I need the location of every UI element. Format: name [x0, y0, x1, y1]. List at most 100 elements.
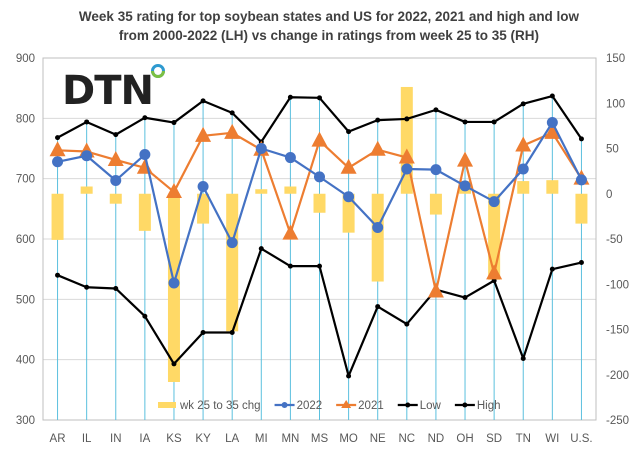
point-2021-MS [311, 131, 328, 147]
point-high-NE [375, 117, 381, 123]
right-tick-label: -150 [606, 325, 629, 337]
point-2022-ND [430, 164, 442, 176]
right-axis: -250 -200 -150 -100 -50 0 50 100 150 [606, 53, 629, 427]
point-low-MO [346, 373, 352, 379]
legend-item-wk-25-to-35-chg: wk 25 to 35 chg [158, 400, 261, 412]
point-2022-MO [343, 191, 355, 203]
point-low-AR [55, 272, 61, 278]
point-2022-LA [226, 237, 238, 249]
point-high-IL [84, 119, 90, 125]
right-tick-label: 150 [606, 53, 625, 65]
point-high-KS [171, 120, 177, 126]
point-high-WI [549, 93, 555, 99]
point-low-TN [520, 355, 526, 361]
point-low-IN [113, 285, 119, 291]
point-2021-IN [107, 150, 124, 166]
x-tick-label: IA [139, 433, 150, 445]
point-2021-SD [486, 264, 503, 280]
bar-KY [197, 193, 210, 224]
x-tick-label: LA [225, 433, 239, 445]
bar-AR [51, 193, 64, 240]
chart-title-line-2: from 2000-2022 (LH) vs change in ratings… [119, 28, 539, 43]
point-low-OH [462, 295, 468, 301]
left-tick-label: 500 [16, 294, 35, 306]
point-2022-MI [255, 143, 267, 154]
point-2022-OH [459, 180, 471, 192]
bar-MN [284, 186, 297, 194]
point-2022-NE [372, 222, 384, 234]
x-tick-label: MN [281, 433, 299, 445]
left-tick-label: 800 [16, 113, 35, 125]
x-tick-label: AR [50, 433, 66, 445]
bar-ND [429, 193, 442, 215]
x-tick-label: MO [339, 433, 358, 445]
x-tick-label: NE [370, 433, 386, 445]
legend-swatch [158, 402, 176, 408]
point-low-MN [287, 263, 293, 269]
x-tick-label: IL [82, 433, 92, 445]
x-tick-label: SD [486, 433, 502, 445]
right-tick-label: -250 [606, 415, 629, 427]
point-low-NE [375, 304, 381, 310]
point-2022-NC [401, 163, 413, 175]
x-axis: AR IL IN IA KS KY LA MI MN MS MO NE NC ND OH SD TN WI U.S. [50, 433, 593, 445]
point-low-IA [142, 313, 148, 319]
right-tick-label: -200 [606, 370, 629, 382]
point-2021-NC [398, 148, 415, 164]
bar-U.S. [575, 193, 588, 224]
point-high-LA [229, 110, 235, 116]
point-2022-TN [517, 163, 529, 175]
logo-dot-lower-icon [151, 70, 165, 78]
point-high-MO [346, 129, 352, 135]
right-tick-label: 50 [606, 144, 619, 156]
bar-IL [80, 186, 93, 194]
bar-LA [226, 193, 239, 332]
bar-MI [255, 189, 268, 194]
point-2022-MS [314, 171, 325, 183]
x-tick-label: ND [428, 433, 445, 445]
left-tick-label: 300 [16, 415, 35, 427]
legend-marker [462, 402, 468, 408]
point-2021-KS [165, 182, 182, 198]
legend-item-low: Low [397, 400, 442, 412]
point-2022-KY [197, 181, 209, 193]
x-tick-label: NC [399, 433, 416, 445]
point-low-NC [404, 321, 410, 327]
line-series [49, 93, 590, 379]
series-low [55, 246, 584, 379]
left-axis: 300 400 500 600 700 800 900 [16, 53, 35, 427]
point-high-IN [113, 132, 119, 138]
legend-label: Low [420, 400, 442, 412]
bar-MS [313, 193, 326, 213]
point-high-MN [287, 94, 293, 100]
point-2021-AR [49, 141, 66, 157]
series-high [55, 93, 584, 145]
point-2022-AR [52, 156, 64, 168]
point-2021-TN [515, 136, 532, 152]
legend-label: 2022 [297, 400, 323, 412]
left-tick-label: 400 [16, 355, 35, 367]
x-tick-label: U.S. [570, 433, 592, 445]
point-2021-KY [195, 126, 212, 142]
bar-TN [517, 181, 530, 194]
point-2022-KS [168, 277, 180, 289]
x-tick-label: MI [255, 433, 268, 445]
point-2022-U.S. [575, 174, 587, 186]
point-2021-OH [457, 151, 474, 167]
left-tick-label: 900 [16, 53, 35, 65]
point-high-U.S. [578, 136, 584, 142]
legend-item-high: High [454, 400, 501, 412]
point-high-KY [200, 98, 206, 104]
point-high-MS [317, 95, 322, 101]
x-tick-label: WI [545, 433, 559, 445]
point-high-TN [520, 101, 526, 107]
chart-title-line-1: Week 35 rating for top soybean states an… [79, 9, 580, 24]
point-low-MS [317, 263, 322, 269]
logo-text: DTN [62, 68, 153, 114]
series-2022 [52, 117, 587, 289]
right-tick-label: -50 [606, 234, 623, 246]
legend-label: 2021 [358, 400, 384, 412]
point-2021-LA [224, 123, 241, 139]
legend-label: wk 25 to 35 chg [179, 400, 261, 412]
